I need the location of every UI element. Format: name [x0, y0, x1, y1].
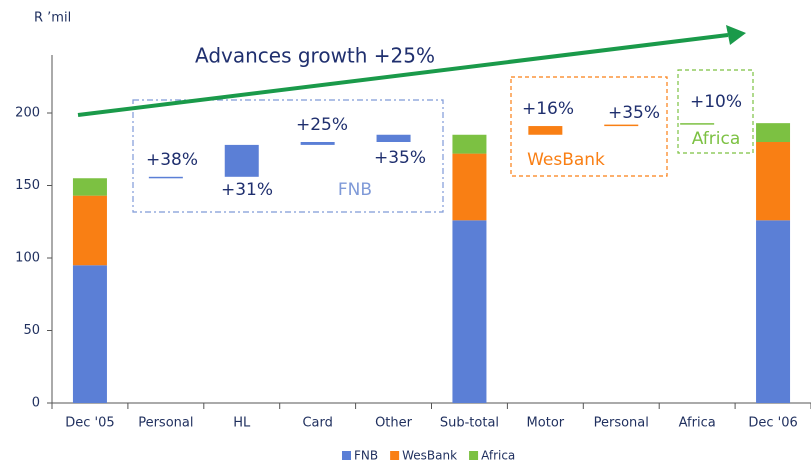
bar-segment — [680, 123, 715, 125]
bar-segment — [756, 220, 791, 403]
x-tick-label: Dec '05 — [65, 416, 114, 431]
annotation: Africa — [692, 129, 741, 149]
annotation: +38% — [146, 150, 198, 170]
annotation: +25% — [296, 115, 348, 135]
growth-arrow — [77, 33, 729, 117]
wesbank-box — [510, 76, 668, 177]
y-axis-label: R ’mil — [34, 11, 71, 26]
x-tick-label: Africa — [679, 416, 716, 431]
annotation: Advances growth +25% — [195, 44, 435, 68]
bar-segment — [72, 265, 107, 403]
legend-label: Africa — [481, 449, 515, 463]
y-tick-label: 0 — [32, 396, 40, 411]
legend-swatch — [469, 451, 479, 460]
x-tick-label: Personal — [594, 416, 649, 431]
africa-box — [677, 69, 754, 154]
x-tick-label: HL — [233, 416, 251, 431]
annotation: WesBank — [527, 150, 605, 170]
y-tick-label: 200 — [15, 106, 40, 121]
x-tick-label: Other — [375, 416, 413, 431]
annotation: +10% — [690, 92, 742, 112]
legend-swatch — [390, 451, 400, 460]
y-tick-label: 150 — [15, 178, 40, 193]
y-tick-label: 100 — [15, 251, 40, 266]
annotation: +31% — [221, 180, 273, 200]
annotation: FNB — [338, 180, 372, 200]
bar-segment — [756, 142, 791, 221]
x-tick-label: Sub-total — [440, 416, 499, 431]
bar-segment — [604, 124, 639, 127]
x-tick-label: Card — [302, 416, 332, 431]
bar-segment — [224, 144, 259, 177]
bar-segment — [528, 126, 563, 135]
legend-label: FNB — [354, 449, 378, 463]
x-tick-label: Motor — [527, 416, 565, 431]
growth-arrowhead — [726, 25, 746, 45]
bar-segment — [452, 153, 487, 221]
bar-segment — [376, 134, 411, 142]
bar-segment — [300, 142, 335, 145]
x-tick-label: Dec '06 — [748, 416, 797, 431]
x-tick-label: Personal — [138, 416, 193, 431]
annotation: +35% — [608, 103, 660, 123]
y-tick-label: 50 — [23, 323, 40, 338]
annotation: +35% — [374, 148, 426, 168]
bar-segment — [72, 195, 107, 266]
fnb-box — [132, 99, 444, 213]
bar-segment — [72, 178, 107, 196]
bar-segment — [756, 123, 791, 142]
bar-segment — [452, 220, 487, 403]
legend-swatch — [342, 451, 351, 460]
bar-segment — [148, 176, 183, 179]
bar-segment — [452, 134, 487, 154]
legend-label: WesBank — [402, 449, 457, 463]
annotation: +16% — [522, 99, 574, 119]
